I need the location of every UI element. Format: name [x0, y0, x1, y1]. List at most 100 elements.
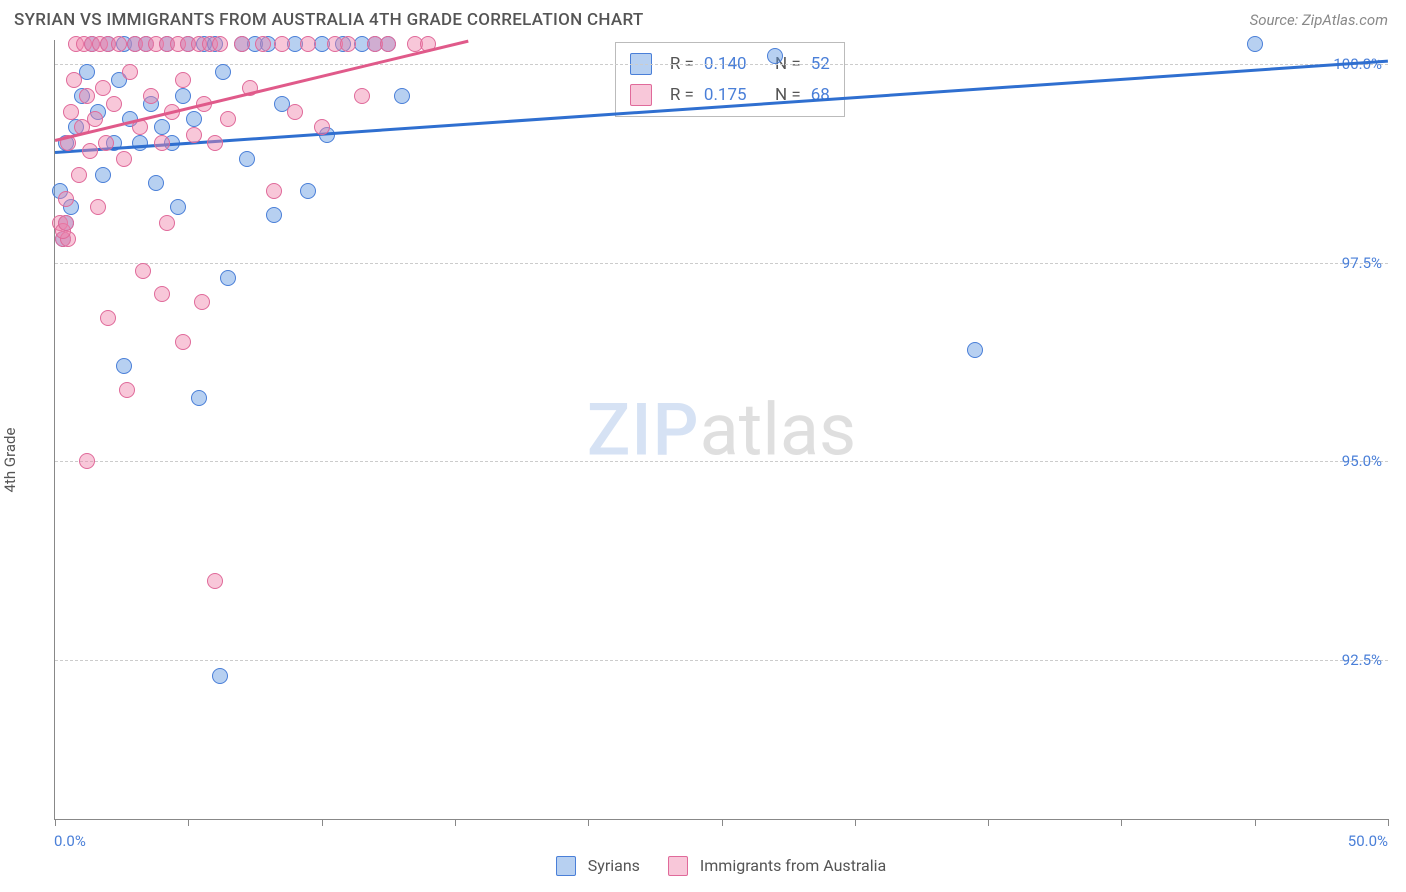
x-max-label: 50.0%: [1348, 832, 1388, 850]
x-tick: [322, 819, 323, 826]
legend-N-value-immigrants: 68: [811, 80, 830, 111]
data-point: [1247, 36, 1263, 52]
legend-swatch-immigrants: [630, 84, 652, 106]
data-point: [132, 135, 148, 151]
x-tick: [988, 819, 989, 826]
data-point: [220, 270, 236, 286]
chart-title: SYRIAN VS IMMIGRANTS FROM AUSTRALIA 4TH …: [14, 10, 644, 30]
data-point: [159, 215, 175, 231]
data-point: [79, 453, 95, 469]
data-point: [98, 135, 114, 151]
watermark: ZIPatlas: [587, 387, 856, 472]
x-tick: [1255, 819, 1256, 826]
legend-R-label: R =: [670, 80, 694, 111]
data-point: [66, 72, 82, 88]
data-point: [175, 88, 191, 104]
data-point: [148, 175, 164, 191]
data-point: [154, 286, 170, 302]
data-point: [234, 36, 250, 52]
y-axis-label: 4th Grade: [1, 428, 19, 493]
data-point: [95, 167, 111, 183]
data-point: [194, 294, 210, 310]
x-tick: [855, 819, 856, 826]
series-legend: Syrians Immigrants from Australia: [54, 852, 1388, 880]
x-tick: [55, 819, 56, 826]
gridline: [55, 660, 1388, 661]
data-point: [100, 310, 116, 326]
data-point: [135, 263, 151, 279]
data-point: [212, 36, 228, 52]
data-point: [71, 167, 87, 183]
data-point: [63, 104, 79, 120]
data-point: [767, 48, 783, 64]
data-point: [220, 111, 236, 127]
y-tick-label: 97.5%: [1342, 254, 1382, 272]
data-point: [95, 80, 111, 96]
data-point: [967, 342, 983, 358]
data-point: [215, 64, 231, 80]
legend-item-syrians: Syrians: [556, 856, 640, 877]
data-point: [116, 358, 132, 374]
data-point: [143, 88, 159, 104]
data-point: [186, 127, 202, 143]
legend-label-immigrants: Immigrants from Australia: [700, 856, 886, 875]
data-point: [191, 390, 207, 406]
x-axis-labels: 0.0% 50.0%: [54, 828, 1388, 850]
data-point: [239, 151, 255, 167]
y-tick-label: 95.0%: [1342, 452, 1382, 470]
data-point: [207, 573, 223, 589]
legend-item-immigrants: Immigrants from Australia: [668, 856, 886, 877]
data-point: [314, 119, 330, 135]
data-point: [90, 199, 106, 215]
data-point: [154, 135, 170, 151]
data-point: [380, 36, 396, 52]
watermark-atlas: atlas: [700, 387, 857, 472]
data-point: [207, 135, 223, 151]
gridline: [55, 263, 1388, 264]
data-point: [119, 382, 135, 398]
legend-swatch-syrians: [556, 856, 576, 876]
x-tick: [722, 819, 723, 826]
data-point: [122, 64, 138, 80]
legend-N-label: N =: [775, 80, 801, 111]
data-point: [354, 88, 370, 104]
legend-swatch-immigrants: [668, 856, 688, 876]
data-point: [170, 199, 186, 215]
data-point: [175, 72, 191, 88]
legend-label-syrians: Syrians: [588, 856, 640, 875]
x-tick: [188, 819, 189, 826]
data-point: [274, 36, 290, 52]
data-point: [154, 119, 170, 135]
data-point: [255, 36, 271, 52]
gridline: [55, 461, 1388, 462]
x-min-label: 0.0%: [54, 832, 86, 850]
data-point: [87, 111, 103, 127]
x-tick: [1388, 819, 1389, 826]
data-point: [79, 88, 95, 104]
x-tick: [588, 819, 589, 826]
data-point: [300, 36, 316, 52]
x-tick: [1121, 819, 1122, 826]
data-point: [58, 191, 74, 207]
data-point: [287, 104, 303, 120]
data-point: [106, 96, 122, 112]
data-point: [58, 215, 74, 231]
source-label: Source: ZipAtlas.com: [1250, 11, 1388, 29]
data-point: [300, 183, 316, 199]
watermark-zip: ZIP: [587, 387, 700, 472]
data-point: [266, 207, 282, 223]
data-point: [266, 183, 282, 199]
gridline: [55, 64, 1388, 65]
chart-area: 4th Grade ZIPatlas R = 0.140 N = 52 R = …: [14, 40, 1388, 880]
data-point: [340, 36, 356, 52]
plot-region: ZIPatlas R = 0.140 N = 52 R = 0.175 N = …: [54, 40, 1388, 820]
data-point: [394, 88, 410, 104]
data-point: [82, 143, 98, 159]
data-point: [212, 668, 228, 684]
y-tick-label: 92.5%: [1342, 651, 1382, 669]
data-point: [186, 111, 202, 127]
data-point: [175, 334, 191, 350]
x-tick: [455, 819, 456, 826]
data-point: [116, 151, 132, 167]
data-point: [111, 36, 127, 52]
